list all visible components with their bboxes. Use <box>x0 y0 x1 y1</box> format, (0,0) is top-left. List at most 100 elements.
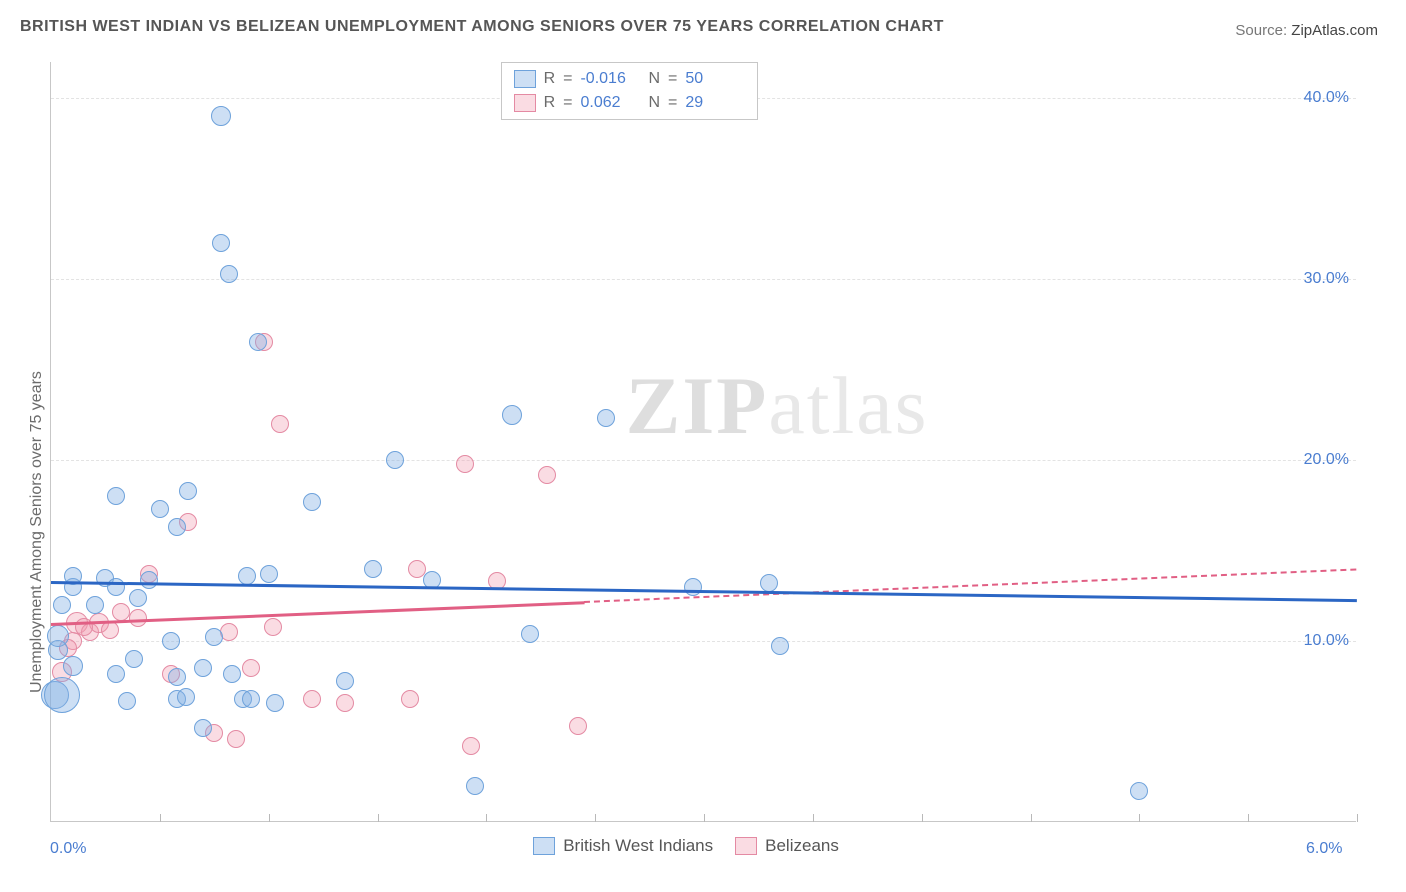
watermark-atlas: atlas <box>768 360 928 451</box>
data-point <box>205 628 223 646</box>
data-point <box>44 677 80 713</box>
data-point <box>47 625 69 647</box>
legend-n-label: N <box>648 70 660 88</box>
gridline <box>51 641 1356 642</box>
data-point <box>86 596 104 614</box>
gridline <box>51 279 1356 280</box>
source-label: Source: <box>1235 22 1287 39</box>
data-point <box>456 455 474 473</box>
data-point <box>177 688 195 706</box>
data-point <box>462 737 480 755</box>
data-point <box>211 106 231 126</box>
data-point <box>107 578 125 596</box>
data-point <box>760 574 778 592</box>
data-point <box>168 518 186 536</box>
data-point <box>118 692 136 710</box>
y-axis-label: Unemployment Among Seniors over 75 years <box>28 371 46 693</box>
data-point <box>597 409 615 427</box>
legend-swatch <box>514 94 536 112</box>
legend-stats: R=-0.016N=50R= 0.062N=29 <box>501 62 759 120</box>
data-point <box>212 234 230 252</box>
legend-equals: = <box>563 70 572 88</box>
data-point <box>336 694 354 712</box>
data-point <box>53 596 71 614</box>
x-axis-min-label: 0.0% <box>50 840 86 858</box>
legend-r-value: -0.016 <box>580 70 640 88</box>
data-point <box>63 656 83 676</box>
data-point <box>101 621 119 639</box>
data-point <box>223 665 241 683</box>
plot-area: ZIPatlas 10.0% 20.0% 30.0% 40.0% <box>50 62 1356 822</box>
legend-item: British West Indians <box>533 836 713 856</box>
data-point <box>264 618 282 636</box>
trend-line <box>51 581 1357 602</box>
chart-title: BRITISH WEST INDIAN VS BELIZEAN UNEMPLOY… <box>20 18 944 36</box>
x-tick <box>813 814 814 822</box>
data-point <box>401 690 419 708</box>
legend-item: Belizeans <box>735 836 839 856</box>
data-point <box>502 405 522 425</box>
legend-swatch <box>735 837 757 855</box>
data-point <box>112 603 130 621</box>
y-tick-label: 10.0% <box>1279 632 1359 650</box>
gridline <box>51 460 1356 461</box>
data-point <box>466 777 484 795</box>
data-point <box>1130 782 1148 800</box>
legend-r-label: R <box>544 94 556 112</box>
x-tick <box>486 814 487 822</box>
data-point <box>129 589 147 607</box>
legend-swatch <box>514 70 536 88</box>
legend-equals: = <box>668 94 677 112</box>
data-point <box>538 466 556 484</box>
data-point <box>140 571 158 589</box>
legend-r-value: 0.062 <box>580 94 640 112</box>
watermark: ZIPatlas <box>626 359 929 453</box>
data-point <box>168 668 186 686</box>
data-point <box>129 609 147 627</box>
x-tick <box>269 814 270 822</box>
data-point <box>179 482 197 500</box>
legend-n-value: 50 <box>685 70 745 88</box>
data-point <box>303 493 321 511</box>
legend-n-value: 29 <box>685 94 745 112</box>
data-point <box>364 560 382 578</box>
x-axis-max-label: 6.0% <box>1306 840 1342 858</box>
data-point <box>386 451 404 469</box>
watermark-zip: ZIP <box>626 360 769 451</box>
y-tick-label: 30.0% <box>1279 270 1359 288</box>
data-point <box>771 637 789 655</box>
x-tick <box>595 814 596 822</box>
x-tick <box>704 814 705 822</box>
data-point <box>220 265 238 283</box>
x-tick <box>378 814 379 822</box>
data-point <box>107 487 125 505</box>
data-point <box>303 690 321 708</box>
y-tick-label: 40.0% <box>1279 89 1359 107</box>
data-point <box>260 565 278 583</box>
data-point <box>569 717 587 735</box>
x-tick <box>1248 814 1249 822</box>
data-point <box>684 578 702 596</box>
legend-stat-row: R = -0.016 N = 50 <box>514 67 746 91</box>
legend-equals: = <box>668 70 677 88</box>
source-attribution: Source: ZipAtlas.com <box>1235 22 1378 39</box>
legend-series: British West Indians Belizeans <box>533 836 839 856</box>
legend-swatch <box>533 837 555 855</box>
data-point <box>125 650 143 668</box>
x-tick <box>922 814 923 822</box>
data-point <box>521 625 539 643</box>
x-tick <box>1357 814 1358 822</box>
data-point <box>227 730 245 748</box>
y-tick-label: 20.0% <box>1279 451 1359 469</box>
data-point <box>194 659 212 677</box>
legend-r-label: R <box>544 70 556 88</box>
x-tick <box>1139 814 1140 822</box>
legend-label: British West Indians <box>563 836 713 856</box>
data-point <box>336 672 354 690</box>
legend-n-label: N <box>648 94 660 112</box>
data-point <box>107 665 125 683</box>
x-tick <box>1031 814 1032 822</box>
data-point <box>242 659 260 677</box>
legend-label: Belizeans <box>765 836 839 856</box>
data-point <box>249 333 267 351</box>
